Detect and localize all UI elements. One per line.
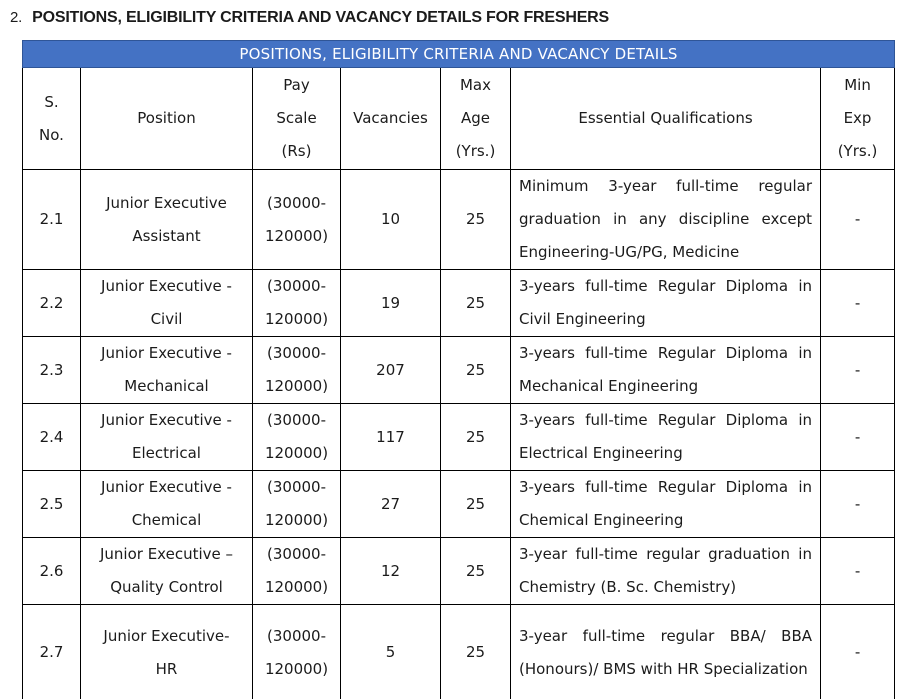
cell-max-age: 25 bbox=[440, 403, 511, 471]
section-heading: 2. POSITIONS, ELIGIBILITY CRITERIA AND VA… bbox=[0, 0, 903, 29]
cell-max-age: 25 bbox=[440, 336, 511, 404]
cell-sno: 2.6 bbox=[22, 537, 81, 605]
table-row: 2.4 Junior Executive - Electrical (30000… bbox=[22, 403, 896, 471]
cell-pay-scale: (30000- 120000) bbox=[252, 269, 341, 337]
cell-min-exp: - bbox=[819, 537, 896, 605]
header-sno: S. No. bbox=[22, 67, 81, 170]
header-max-age: Max Age (Yrs.) bbox=[440, 67, 511, 170]
cell-position: Junior Executive - Civil bbox=[80, 269, 253, 337]
cell-min-exp: - bbox=[819, 604, 896, 699]
cell-min-exp: - bbox=[819, 403, 896, 471]
cell-vacancies: 117 bbox=[340, 403, 441, 471]
cell-min-exp: - bbox=[819, 336, 896, 404]
cell-vacancies: 12 bbox=[340, 537, 441, 605]
cell-sno: 2.3 bbox=[22, 336, 81, 404]
cell-pay-scale: (30000- 120000) bbox=[252, 169, 341, 270]
cell-min-exp: - bbox=[819, 470, 896, 538]
cell-pay-scale: (30000- 120000) bbox=[252, 470, 341, 538]
section-number: 2. bbox=[10, 9, 23, 26]
cell-position: Junior Executive - Electrical bbox=[80, 403, 253, 471]
cell-position: Junior Executive- HR bbox=[80, 604, 253, 699]
header-position: Position bbox=[80, 67, 253, 170]
cell-position: Junior Executive - Mechanical bbox=[80, 336, 253, 404]
cell-pay-scale: (30000- 120000) bbox=[252, 403, 341, 471]
cell-vacancies: 5 bbox=[340, 604, 441, 699]
cell-qualification: 3-year full-time regular graduation in C… bbox=[510, 537, 821, 605]
header-vacancies: Vacancies bbox=[340, 67, 441, 170]
cell-qualification: Minimum 3-year full-time regular graduat… bbox=[510, 169, 821, 270]
cell-max-age: 25 bbox=[440, 604, 511, 699]
table-banner-row: POSITIONS, ELIGIBILITY CRITERIA AND VACA… bbox=[21, 40, 896, 68]
cell-qualification: 3-year full-time regular BBA/ BBA (Honou… bbox=[510, 604, 821, 699]
cell-pay-scale: (30000- 120000) bbox=[252, 604, 341, 699]
cell-max-age: 25 bbox=[440, 269, 511, 337]
table-row: 2.6 Junior Executive – Quality Control (… bbox=[22, 537, 896, 605]
cell-qualification: 3-years full-time Regular Diploma in Ele… bbox=[510, 403, 821, 471]
header-pay-scale: Pay Scale (Rs) bbox=[252, 67, 341, 170]
cell-qualification: 3-years full-time Regular Diploma in Mec… bbox=[510, 336, 821, 404]
cell-position: Junior Executive Assistant bbox=[80, 169, 253, 270]
cell-sno: 2.4 bbox=[22, 403, 81, 471]
cell-qualification: 3-years full-time Regular Diploma in Civ… bbox=[510, 269, 821, 337]
cell-qualification: 3-years full-time Regular Diploma in Che… bbox=[510, 470, 821, 538]
cell-vacancies: 19 bbox=[340, 269, 441, 337]
table-row: 2.2 Junior Executive - Civil (30000- 120… bbox=[22, 269, 896, 337]
cell-sno: 2.1 bbox=[22, 169, 81, 270]
cell-position: Junior Executive – Quality Control bbox=[80, 537, 253, 605]
table-row: 2.7 Junior Executive- HR (30000- 120000)… bbox=[22, 604, 896, 699]
cell-sno: 2.5 bbox=[22, 470, 81, 538]
table-row: 2.5 Junior Executive - Chemical (30000- … bbox=[22, 470, 896, 538]
cell-pay-scale: (30000- 120000) bbox=[252, 336, 341, 404]
table-row: 2.3 Junior Executive - Mechanical (30000… bbox=[22, 336, 896, 404]
section-title: POSITIONS, ELIGIBILITY CRITERIA AND VACA… bbox=[32, 9, 609, 26]
table-header-row: S. No. Position Pay Scale (Rs) Vacancies… bbox=[22, 67, 896, 170]
cell-sno: 2.2 bbox=[22, 269, 81, 337]
cell-max-age: 25 bbox=[440, 470, 511, 538]
cell-pay-scale: (30000- 120000) bbox=[252, 537, 341, 605]
cell-min-exp: - bbox=[819, 269, 896, 337]
cell-sno: 2.7 bbox=[22, 604, 81, 699]
header-qualifications: Essential Qualifications bbox=[510, 67, 821, 170]
header-min-exp: Min Exp (Yrs.) bbox=[819, 67, 896, 170]
cell-vacancies: 10 bbox=[340, 169, 441, 270]
cell-vacancies: 27 bbox=[340, 470, 441, 538]
cell-min-exp: - bbox=[819, 169, 896, 270]
cell-max-age: 25 bbox=[440, 537, 511, 605]
cell-vacancies: 207 bbox=[340, 336, 441, 404]
table-banner: POSITIONS, ELIGIBILITY CRITERIA AND VACA… bbox=[21, 40, 896, 68]
cell-max-age: 25 bbox=[440, 169, 511, 270]
vacancy-table: POSITIONS, ELIGIBILITY CRITERIA AND VACA… bbox=[21, 40, 896, 699]
table-row: 2.1 Junior Executive Assistant (30000- 1… bbox=[22, 169, 896, 270]
cell-position: Junior Executive - Chemical bbox=[80, 470, 253, 538]
